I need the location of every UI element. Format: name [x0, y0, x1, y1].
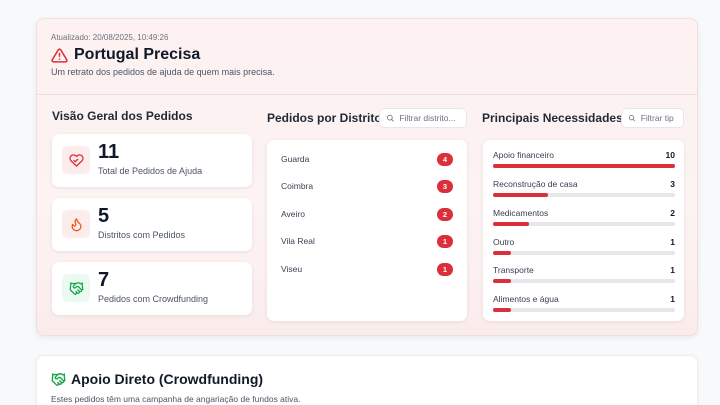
stat-districts: 5 Distritos com Pedidos: [52, 198, 252, 251]
list-item[interactable]: Medicamentos 2: [493, 208, 675, 232]
page-subtitle: Um retrato dos pedidos de ajuda de quem …: [51, 67, 275, 77]
count-badge: 1: [437, 235, 453, 248]
needs-filter-input[interactable]: [640, 113, 683, 123]
stat-label: Total de Pedidos de Ajuda: [98, 166, 203, 176]
list-item[interactable]: Viseu 1: [281, 263, 453, 277]
count-badge: 4: [437, 153, 453, 166]
stat-crowdfunding: 7 Pedidos com Crowdfunding: [52, 262, 252, 315]
progress-track: [493, 193, 675, 197]
stat-label: Distritos com Pedidos: [98, 230, 186, 240]
stat-value: 7: [98, 269, 110, 291]
dashboard-header: Atualizado: 20/08/2025, 10:49:26 Portuga…: [37, 19, 697, 95]
stat-total-requests: 11 Total de Pedidos de Ajuda: [52, 134, 252, 187]
need-count: 1: [670, 237, 675, 247]
needs-panel: Apoio financeiro 10 Reconstrução de casa 3 M…: [483, 140, 684, 321]
crowdfunding-title: Apoio Direto (Crowdfunding): [71, 371, 264, 387]
progress-track: [493, 222, 675, 226]
needs-title: Principais Necessidades: [482, 111, 623, 125]
list-item[interactable]: Reconstrução de casa 3: [493, 179, 675, 203]
handshake-icon: [69, 281, 83, 295]
alert-triangle-icon: [51, 47, 68, 63]
districts-panel: Guarda 4 Coimbra 3 Aveiro 2 Vila Real 1 …: [267, 140, 467, 321]
list-item[interactable]: Guarda 4: [281, 153, 453, 167]
crowdfunding-subtitle: Estes pedidos têm uma campanha de angari…: [51, 394, 301, 404]
need-label: Apoio financeiro: [493, 150, 554, 160]
title-row: Portugal Precisa: [51, 46, 200, 64]
needs-filter[interactable]: [621, 108, 684, 128]
list-item[interactable]: Alimentos e água 1: [493, 294, 675, 318]
stat-value: 11: [98, 141, 120, 163]
need-count: 1: [670, 294, 675, 304]
progress-fill: [493, 279, 512, 283]
overview-title: Visão Geral dos Pedidos: [52, 109, 193, 123]
progress-fill: [493, 222, 530, 226]
overview-card: Atualizado: 20/08/2025, 10:49:26 Portuga…: [36, 18, 698, 336]
need-label: Reconstrução de casa: [493, 179, 578, 189]
progress-fill: [493, 308, 512, 312]
need-label: Transporte: [493, 265, 534, 275]
progress-fill: [493, 251, 512, 255]
districts-title: Pedidos por Distrito: [267, 111, 382, 125]
need-count: 10: [665, 150, 675, 160]
last-updated: Atualizado: 20/08/2025, 10:49:26: [51, 33, 169, 42]
stat-value: 5: [98, 205, 110, 227]
progress-fill: [493, 164, 675, 168]
progress-track: [493, 279, 675, 283]
search-icon: [628, 115, 636, 122]
search-icon: [386, 114, 394, 122]
list-item[interactable]: Vila Real 1: [281, 235, 453, 249]
need-label: Alimentos e água: [493, 294, 559, 304]
need-count: 2: [670, 208, 675, 218]
district-filter[interactable]: [379, 108, 467, 128]
count-badge: 2: [437, 208, 453, 221]
list-item[interactable]: Transporte 1: [493, 265, 675, 289]
flame-icon: [71, 217, 81, 231]
progress-fill: [493, 193, 548, 197]
need-label: Medicamentos: [493, 208, 549, 218]
count-badge: 3: [437, 180, 453, 193]
list-item[interactable]: Aveiro 2: [281, 208, 453, 222]
page-title: Portugal Precisa: [74, 46, 201, 63]
stat-label: Pedidos com Crowdfunding: [98, 294, 209, 304]
count-badge: 1: [437, 263, 453, 276]
need-count: 3: [670, 179, 675, 189]
handshake-icon: [51, 372, 66, 386]
list-item[interactable]: Outro 1: [493, 237, 675, 261]
progress-track: [493, 308, 675, 312]
progress-track: [493, 251, 675, 255]
need-label: Outro: [493, 237, 515, 247]
crowdfunding-card: Apoio Direto (Crowdfunding) Estes pedido…: [36, 355, 698, 405]
heart-hand-icon: [68, 153, 84, 167]
need-count: 1: [670, 265, 675, 275]
progress-track: [493, 164, 675, 168]
list-item[interactable]: Coimbra 3: [281, 180, 453, 194]
district-filter-input[interactable]: [399, 113, 466, 123]
list-item[interactable]: Apoio financeiro 10: [493, 150, 675, 174]
